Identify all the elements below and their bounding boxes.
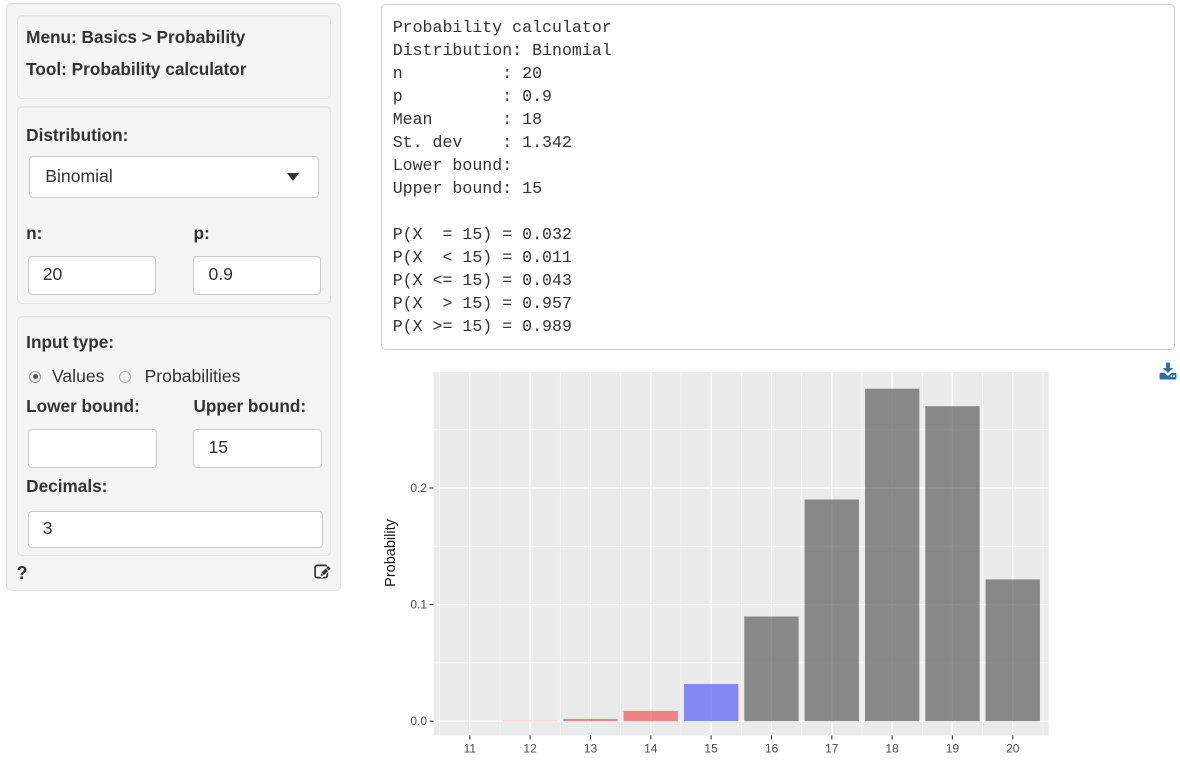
svg-text:19: 19 (946, 742, 960, 756)
svg-text:14: 14 (644, 742, 658, 756)
svg-text:20: 20 (1006, 742, 1020, 756)
svg-text:0.0: 0.0 (410, 714, 427, 728)
svg-text:16: 16 (765, 742, 779, 756)
svg-text:17: 17 (825, 742, 839, 756)
svg-text:0.1: 0.1 (410, 598, 427, 612)
svg-text:11: 11 (464, 742, 477, 756)
svg-text:18: 18 (885, 742, 899, 756)
svg-text:13: 13 (584, 742, 598, 756)
svg-text:Probability: Probability (383, 518, 399, 586)
svg-text:15: 15 (704, 742, 718, 756)
svg-text:12: 12 (523, 742, 537, 756)
svg-text:0.2: 0.2 (410, 481, 427, 495)
